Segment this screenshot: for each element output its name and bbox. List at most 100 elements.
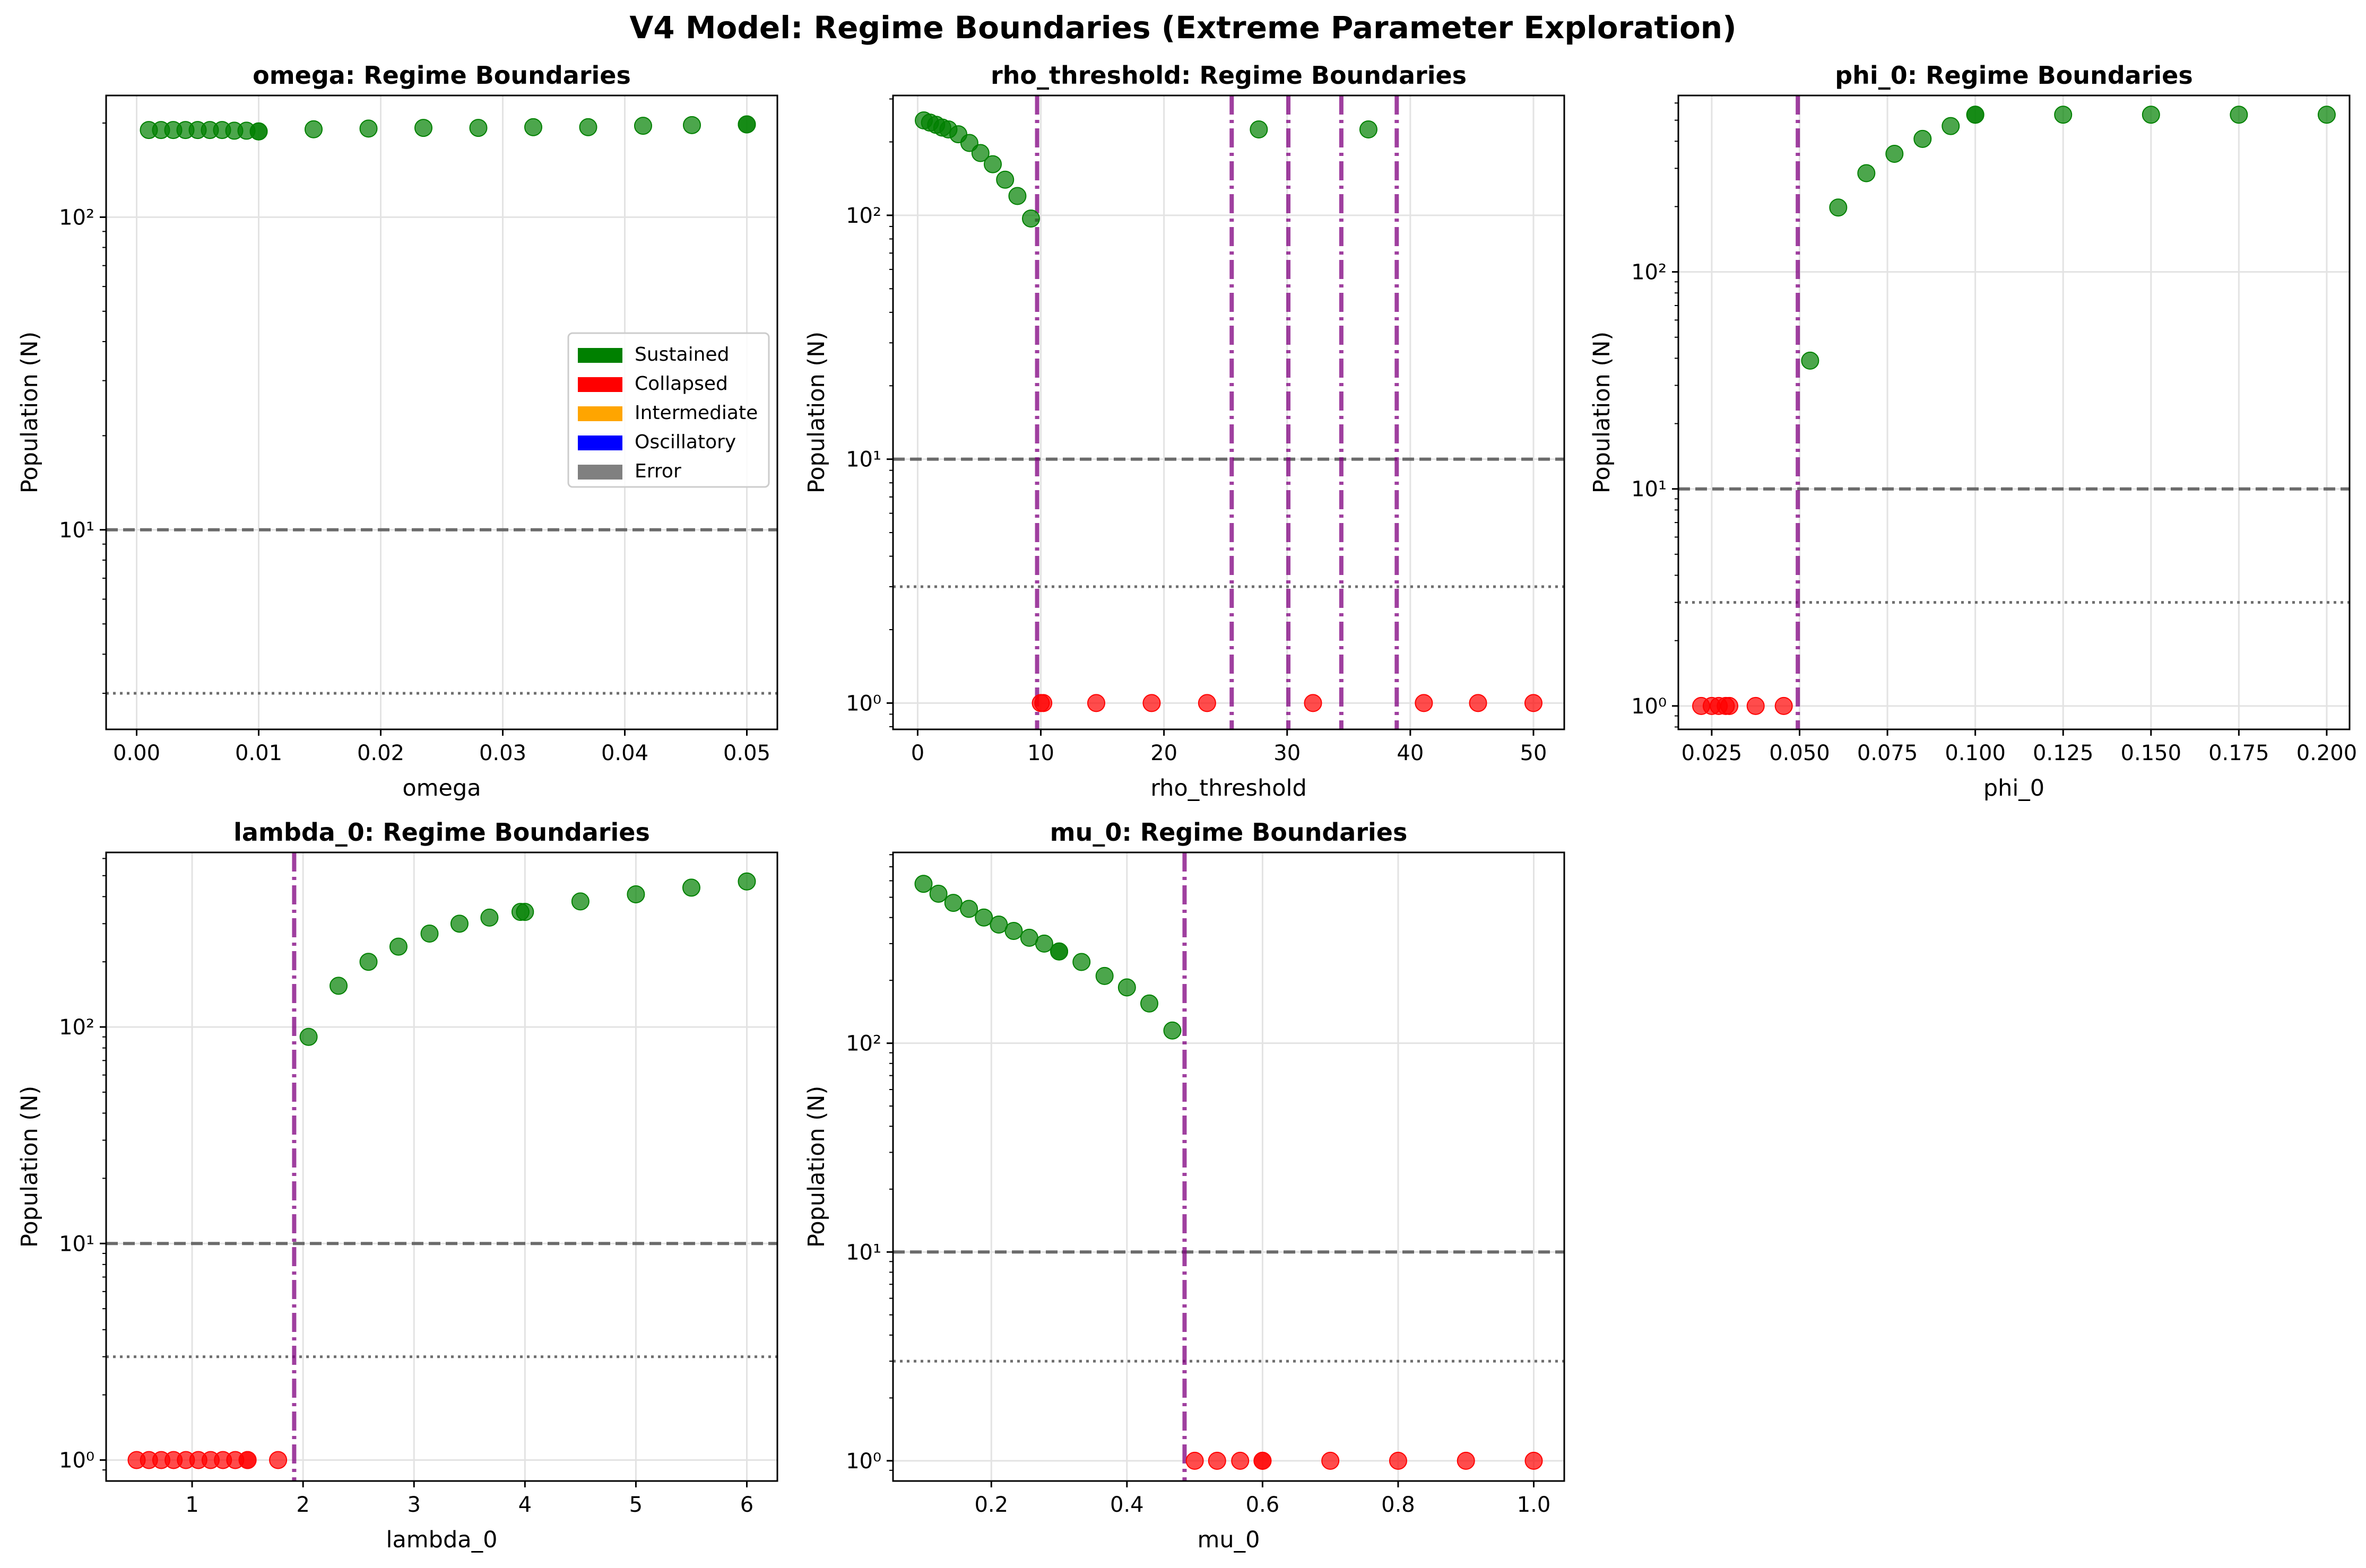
data-point-sustained <box>420 924 439 943</box>
y-tick-label: 10² <box>59 205 94 230</box>
data-point-collapsed <box>1231 1451 1250 1470</box>
data-point-sustained <box>1072 953 1091 971</box>
y-tick-label: 10¹ <box>1631 477 1667 502</box>
x-tick-label: 0.00 <box>113 741 160 765</box>
data-point-collapsed <box>1034 694 1053 712</box>
data-point-sustained <box>1021 209 1040 228</box>
data-point-sustained <box>330 977 348 995</box>
data-point-sustained <box>1829 198 1848 217</box>
data-point-sustained <box>2142 106 2160 124</box>
data-point-sustained <box>682 878 700 897</box>
axes-frame <box>105 94 778 730</box>
x-tick-label: 0.175 <box>2208 741 2269 765</box>
data-point-sustained <box>914 875 933 893</box>
y-tick-label: 10² <box>846 1032 881 1056</box>
data-point-sustained <box>2230 106 2248 124</box>
x-tick-label: 50 <box>1520 741 1547 765</box>
data-point-sustained <box>738 115 756 134</box>
x-tick-label: 0.05 <box>723 741 770 765</box>
x-tick-label: 40 <box>1397 741 1424 765</box>
x-axis-label: rho_threshold <box>1150 775 1307 802</box>
x-tick-label: 0.02 <box>357 741 404 765</box>
data-point-sustained <box>996 170 1015 189</box>
axes-frame <box>892 94 1565 730</box>
data-point-collapsed <box>269 1451 288 1469</box>
x-tick-label: 0.6 <box>1246 1493 1280 1517</box>
data-point-collapsed <box>1304 694 1322 712</box>
legend-label-intermediate: Intermediate <box>635 402 758 424</box>
data-point-sustained <box>1095 966 1114 985</box>
legend-swatch-oscillatory <box>578 435 622 450</box>
data-point-sustained <box>2317 106 2336 124</box>
data-point-collapsed <box>1253 1451 1272 1470</box>
x-tick-label: 0.025 <box>1682 741 1743 765</box>
data-point-collapsed <box>1142 694 1161 712</box>
data-point-sustained <box>579 118 597 136</box>
x-tick-label: 3 <box>408 1493 421 1517</box>
data-point-collapsed <box>1415 694 1433 712</box>
y-tick-label: 10² <box>1631 260 1667 285</box>
x-tick-label: 4 <box>518 1493 532 1517</box>
data-point-collapsed <box>1208 1451 1226 1470</box>
data-point-collapsed <box>1524 694 1542 712</box>
data-point-sustained <box>944 894 963 912</box>
x-tick-label: 0.2 <box>974 1493 1008 1517</box>
data-point-sustained <box>414 119 432 137</box>
data-point-collapsed <box>1720 696 1739 715</box>
x-tick-label: 0.03 <box>479 741 526 765</box>
panel-title: rho_threshold: Regime Boundaries <box>991 61 1467 90</box>
data-point-sustained <box>971 144 990 162</box>
y-tick-label: 10⁰ <box>846 691 881 716</box>
data-point-sustained <box>738 872 756 891</box>
y-tick-label: 10¹ <box>846 1240 881 1265</box>
legend: Sustained Collapsed Intermediate Oscillator… <box>567 332 770 488</box>
data-point-sustained <box>359 119 378 138</box>
data-point-sustained <box>359 953 378 971</box>
data-point-sustained <box>389 937 408 956</box>
data-point-sustained <box>305 120 323 138</box>
data-point-sustained <box>1857 164 1876 182</box>
data-point-sustained <box>1942 117 1960 135</box>
y-tick-label: 10⁰ <box>1631 694 1667 719</box>
x-tick-label: 0.8 <box>1381 1493 1415 1517</box>
data-point-sustained <box>683 116 701 134</box>
x-tick-label: 0.4 <box>1110 1493 1144 1517</box>
legend-label-oscillatory: Oscillatory <box>635 431 736 453</box>
data-point-sustained <box>1004 921 1023 940</box>
x-axis-label: mu_0 <box>1198 1527 1260 1553</box>
x-tick-label: 6 <box>740 1493 753 1517</box>
panel-omega: 0.00 0.01 0.02 0.03 0.04 0.05 10¹ 10² omega: Reg… <box>16 61 778 802</box>
data-point-sustained <box>480 908 499 927</box>
x-tick-label: 20 <box>1150 741 1177 765</box>
panel-phi_0: 0.025 0.050 0.075 0.100 0.125 0.150 0.175 0.200… <box>1589 61 2357 802</box>
data-point-collapsed <box>238 1451 257 1469</box>
legend-swatch-intermediate <box>578 406 622 421</box>
data-point-collapsed <box>1469 694 1487 712</box>
y-tick-label: 10¹ <box>59 1232 94 1256</box>
panel-title: phi_0: Regime Boundaries <box>1835 61 2192 90</box>
legend-swatch-sustained <box>578 348 622 363</box>
x-tick-label: 0.01 <box>235 741 282 765</box>
data-point-collapsed <box>1087 694 1105 712</box>
data-point-sustained <box>984 155 1002 173</box>
data-point-sustained <box>1250 120 1268 138</box>
data-point-sustained <box>1966 106 1984 124</box>
data-point-sustained <box>1008 187 1027 205</box>
panel-title: lambda_0: Regime Boundaries <box>233 818 650 847</box>
axes-frame <box>105 851 778 1482</box>
data-point-sustained <box>634 117 652 135</box>
y-axis-label: Population (N) <box>1589 332 1615 493</box>
y-axis-label: Population (N) <box>16 332 43 493</box>
panel-mu_0: 0.2 0.4 0.6 0.8 1.0 10⁰ 10¹ 10² mu_0: Regime Bou… <box>803 818 1565 1553</box>
data-point-sustained <box>1913 129 1932 148</box>
data-point-sustained <box>975 908 993 927</box>
legend-label-sustained: Sustained <box>635 344 729 365</box>
x-tick-label: 0.125 <box>2033 741 2094 765</box>
y-axis-label: Population (N) <box>803 1086 830 1248</box>
panel-rho_threshold: 0 10 20 30 40 50 10⁰ 10¹ 10² rho_threshold: Regim… <box>803 61 1565 802</box>
y-tick-label: 10¹ <box>846 448 881 472</box>
data-point-collapsed <box>1774 696 1793 715</box>
panel-title: mu_0: Regime Boundaries <box>1050 818 1408 847</box>
y-tick-label: 10² <box>59 1015 94 1040</box>
